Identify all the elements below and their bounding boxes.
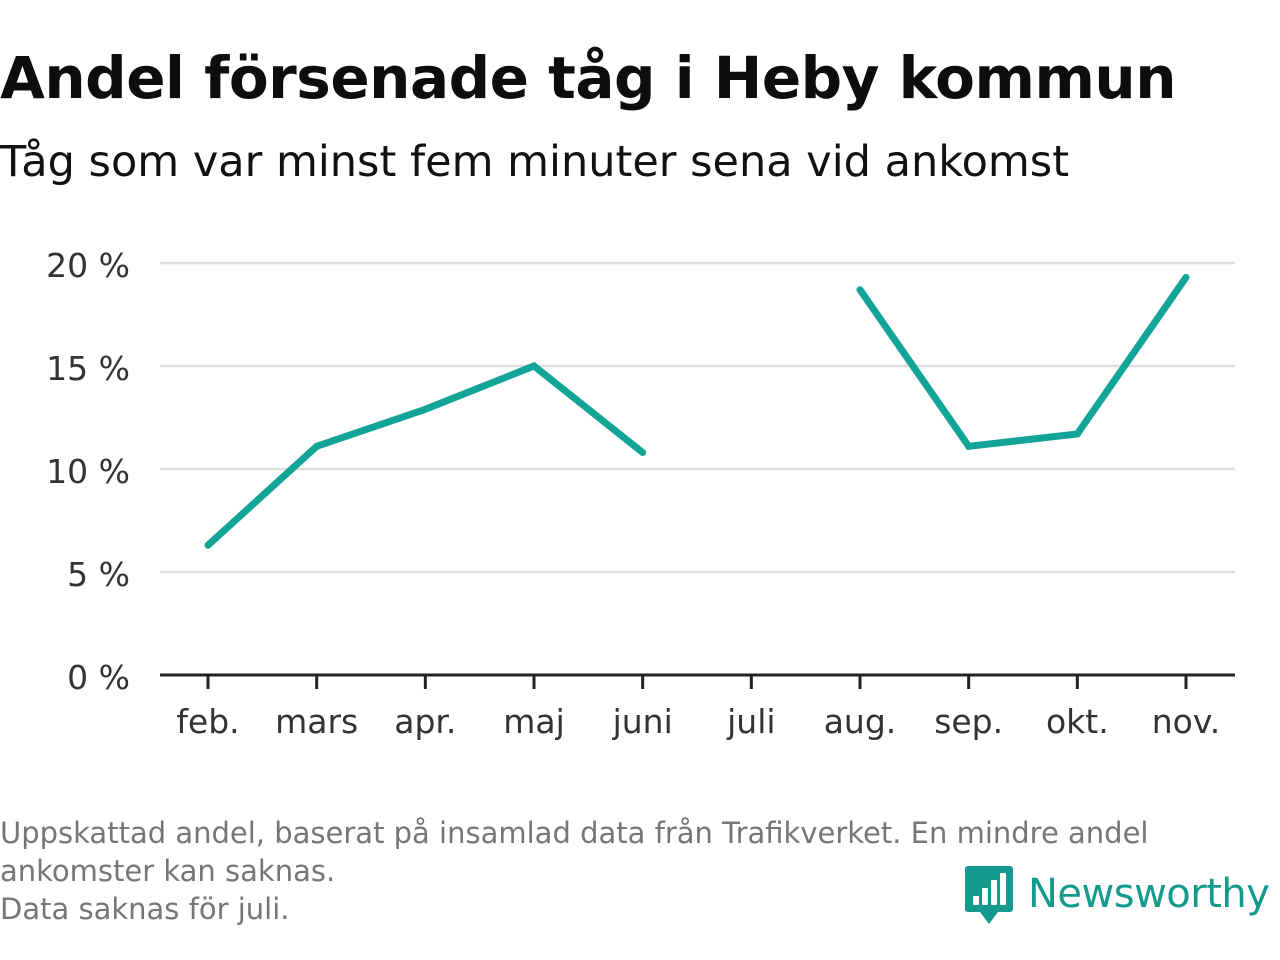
data-point: [856, 286, 864, 294]
y-tick-label: 0 %: [67, 658, 130, 697]
x-tick-label: feb.: [176, 702, 239, 741]
chart-title: Andel försenade tåg i Heby kommun: [0, 44, 1176, 112]
x-tick-label: apr.: [394, 702, 456, 741]
x-tick-label: maj: [503, 702, 565, 741]
data-point: [639, 449, 647, 457]
x-tick-label: sep.: [934, 702, 1003, 741]
x-tick-label: okt.: [1046, 702, 1109, 741]
x-axis: [160, 673, 1235, 689]
x-axis-labels: feb. mars apr. maj juni juli aug. sep. okt. nov.: [176, 702, 1220, 741]
newsworthy-logo-icon: [965, 866, 1013, 924]
data-point: [313, 442, 321, 450]
data-point: [1073, 430, 1081, 438]
y-axis-labels: 0 % 5 % 10 % 15 % 20 %: [46, 246, 130, 697]
data-point: [530, 362, 538, 370]
gridlines: [160, 261, 1235, 574]
brand-logo: Newsworthy: [964, 862, 1270, 926]
footnote-line: Data saknas för juli.: [0, 892, 290, 926]
x-tick-label: nov.: [1152, 702, 1221, 741]
footnote-line: ankomster kan saknas.: [0, 854, 336, 888]
data-point: [204, 541, 212, 549]
x-tick-label: aug.: [824, 702, 897, 741]
x-tick-label: juni: [612, 702, 673, 741]
data-point: [421, 405, 429, 413]
y-tick-label: 5 %: [67, 555, 130, 594]
y-tick-label: 10 %: [46, 452, 130, 491]
y-tick-label: 15 %: [46, 349, 130, 388]
footnote: Uppskattad andel, baserat på insamlad da…: [0, 814, 1270, 928]
chart-subtitle: Tåg som var minst fem minuter sena vid a…: [0, 137, 1070, 187]
series-lines: [204, 273, 1190, 549]
x-tick-label: mars: [275, 702, 358, 741]
x-tick-label: juli: [726, 702, 775, 741]
series-line: [205, 361, 645, 548]
brand-name: Newsworthy: [1028, 871, 1270, 917]
footnote-line: Uppskattad andel, baserat på insamlad da…: [0, 816, 1149, 850]
data-point: [1182, 273, 1190, 281]
series-line: [857, 275, 1189, 451]
y-tick-label: 20 %: [46, 246, 130, 285]
data-point: [965, 442, 973, 450]
